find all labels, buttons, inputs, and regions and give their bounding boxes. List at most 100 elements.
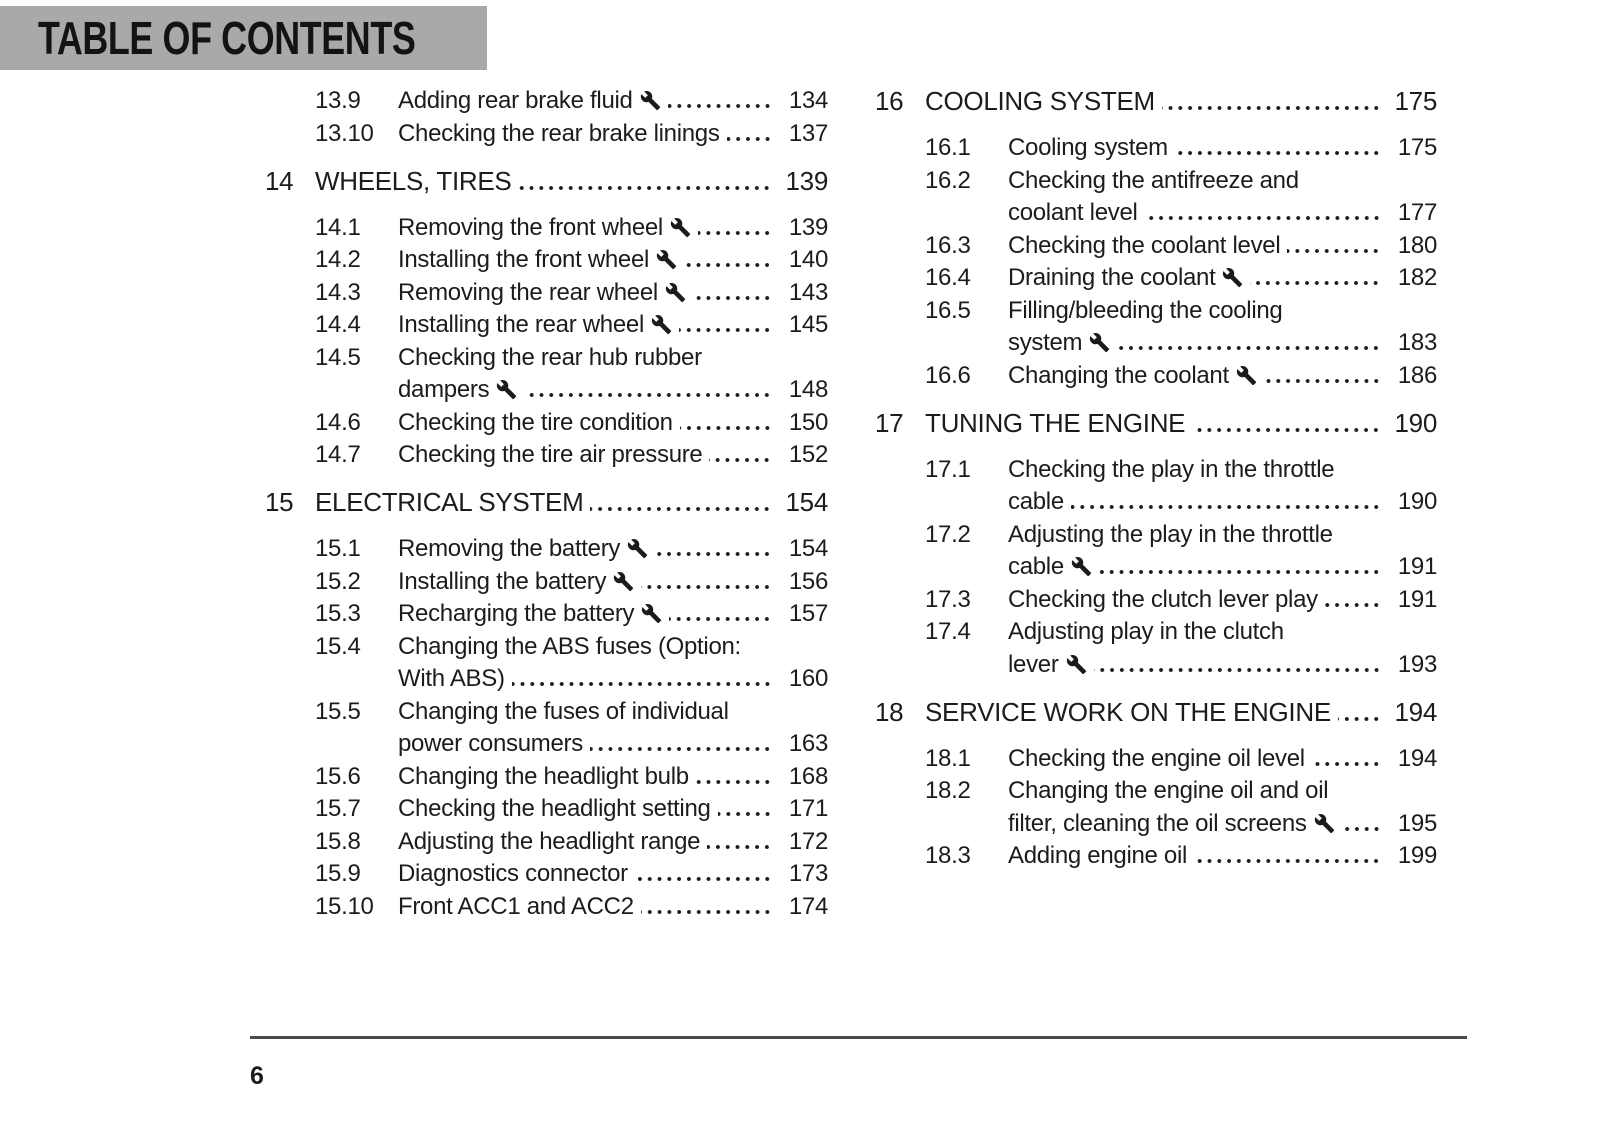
page-number: 139 [785, 165, 829, 196]
toc-column-left: 13.9 Adding rear brake fluid 134 13.10 Check… [265, 85, 828, 923]
entry-number: 14.1 [315, 213, 361, 241]
toc-entry-continuation: coolant level 177 [875, 197, 1437, 230]
entry-number: 13.10 [315, 119, 374, 147]
page-number: 154 [788, 535, 828, 562]
toc-entry: 14.2 Installing the front wheel 140 [265, 244, 828, 277]
dot-leader [1144, 216, 1381, 220]
entry-number: 15.8 [315, 827, 361, 855]
wrench-icon [1066, 654, 1087, 675]
dot-leader [640, 909, 772, 914]
toc-entry: 18.3 Adding engine oil 199 [875, 840, 1437, 873]
page-number: 175 [1397, 134, 1437, 161]
page-number: 191 [1397, 585, 1437, 613]
toc-entry: 16.2 Checking the antifreeze and coolant l… [875, 165, 1437, 230]
toc-entry: 17.2 Adjusting the play in the throttle ca… [875, 519, 1437, 584]
entry-title: Installing the battery [398, 567, 607, 595]
toc-entry-continuation: system 183 [875, 327, 1437, 360]
entry-number: 16.5 [925, 296, 971, 324]
page-number: 191 [1397, 553, 1437, 580]
page-number: 140 [788, 246, 828, 273]
toc-entry-line: 16.3 Checking the coolant level 180 [875, 230, 1437, 263]
entry-title: Adjusting play in the clutch [1008, 618, 1284, 645]
entry-title: Front ACC1 and ACC2 [398, 892, 634, 920]
entry-number: 18.2 [925, 777, 971, 804]
toc-entry-line: 15.1 Removing the battery 154 [265, 533, 828, 566]
entry-title: coolant level [1008, 199, 1138, 226]
toc-section-heading: 18 SERVICE WORK ON THE ENGINE 194 [875, 696, 1437, 729]
toc-entry: 15.1 Removing the battery 154 [265, 533, 828, 566]
toc-entry: 14.7 Checking the tire air pressure 152 [265, 439, 828, 472]
wrench-icon [1236, 365, 1257, 386]
toc-entry: 17.3 Checking the clutch lever play 191 [875, 584, 1437, 617]
toc-entry-line: 15.8 Adjusting the headlight range 172 [265, 826, 828, 859]
entry-number: 16.4 [925, 264, 971, 291]
toc-entry-line: 17.3 Checking the clutch lever play 191 [875, 584, 1437, 617]
entry-number: 18.1 [925, 744, 971, 772]
toc-entry: 14.5 Checking the rear hub rubber dampers 1… [265, 342, 828, 407]
entry-number: 14.4 [315, 311, 361, 338]
toc-entry-line: 13.10 Checking the rear brake linings 137 [265, 118, 828, 151]
toc-section: 14 WHEELS, TIRES 139 14.1 Removing the front… [265, 165, 828, 472]
entry-number: 15.9 [315, 860, 361, 887]
entry-title: lever [1008, 650, 1059, 678]
toc-entry: 15.4 Changing the ABS fuses (Option: With … [265, 631, 828, 696]
page-number: 163 [788, 730, 828, 757]
toc-section: 18 SERVICE WORK ON THE ENGINE 194 18.1 Check… [875, 696, 1437, 873]
page-number: 190 [1394, 407, 1438, 438]
dot-leader [1311, 761, 1381, 766]
entry-title: With ABS) [398, 665, 505, 692]
page-number: 143 [788, 278, 828, 306]
entry-title: Installing the rear wheel [398, 311, 644, 338]
entry-title: Checking the rear hub rubber [398, 343, 702, 371]
toc-entry: 16.1 Cooling system 175 [875, 132, 1437, 165]
page-title: TABLE OF CONTENTS [38, 12, 416, 64]
dot-leader [1192, 427, 1381, 432]
wrench-icon [496, 379, 517, 400]
page-number: 182 [1397, 264, 1437, 291]
toc-entry-line: 17.4 Adjusting play in the clutch [875, 616, 1437, 649]
toc-entry: 15.7 Checking the headlight setting 171 [265, 793, 828, 826]
entry-number: 15.7 [315, 795, 361, 822]
toc-entry-line: 15.6 Changing the headlight bulb 168 [265, 761, 828, 794]
dot-leader [707, 844, 772, 849]
toc-section: 15 ELECTRICAL SYSTEM 154 15.1 Removing the b… [265, 486, 828, 923]
page-number: 183 [1397, 329, 1437, 356]
dot-leader [1250, 281, 1381, 285]
dot-leader [641, 584, 772, 589]
entry-number: 14.6 [315, 408, 361, 436]
toc-entry: 13.9 Adding rear brake fluid 134 [265, 85, 828, 118]
toc-entry-continuation: filter, cleaning the oil screens 195 [875, 808, 1437, 841]
entry-title: power consumers [398, 730, 583, 757]
toc-entry: 15.6 Changing the headlight bulb 168 [265, 761, 828, 794]
toc-entry-line: 15.7 Checking the headlight setting 171 [265, 793, 828, 826]
toc-section: 17 TUNING THE ENGINE 190 17.1 Checking the p… [875, 407, 1437, 682]
entry-title: Changing the headlight bulb [398, 762, 689, 790]
toc-entry-line: 14.4 Installing the rear wheel 145 [265, 309, 828, 342]
toc-entry-line: 16.6 Changing the coolant 186 [875, 360, 1437, 393]
toc-entry-continuation: cable 190 [875, 486, 1437, 519]
entry-title: Checking the tire air pressure [398, 441, 703, 468]
page-number: 152 [788, 441, 828, 468]
entry-number: 18.3 [925, 842, 971, 869]
page-number: 190 [1397, 488, 1437, 515]
page-number: 186 [1397, 361, 1437, 389]
dot-leader [1324, 602, 1381, 607]
toc-entry: 13.10 Checking the rear brake linings 137 [265, 118, 828, 151]
dot-leader [709, 458, 772, 462]
dot-leader [679, 425, 772, 430]
entry-title: Changing the engine oil and oil [1008, 777, 1329, 804]
entry-number: 17.2 [925, 520, 971, 548]
section-title: COOLING SYSTEM [925, 86, 1155, 116]
section-number: 15 [265, 487, 294, 517]
dot-leader [692, 295, 772, 300]
page-number: 150 [788, 408, 828, 436]
dot-leader [518, 185, 772, 190]
toc-entry-line: 18.3 Adding engine oil 199 [875, 840, 1437, 873]
toc-entry-continuation: With ABS) 160 [265, 663, 828, 696]
dot-leader [524, 393, 772, 397]
dot-leader [1093, 667, 1381, 672]
entry-title: Changing the fuses of individual [398, 697, 729, 725]
toc-entry-line: 18.1 Checking the engine oil level 194 [875, 743, 1437, 776]
entry-number: 15.6 [315, 762, 361, 790]
page-number: 171 [788, 795, 828, 822]
